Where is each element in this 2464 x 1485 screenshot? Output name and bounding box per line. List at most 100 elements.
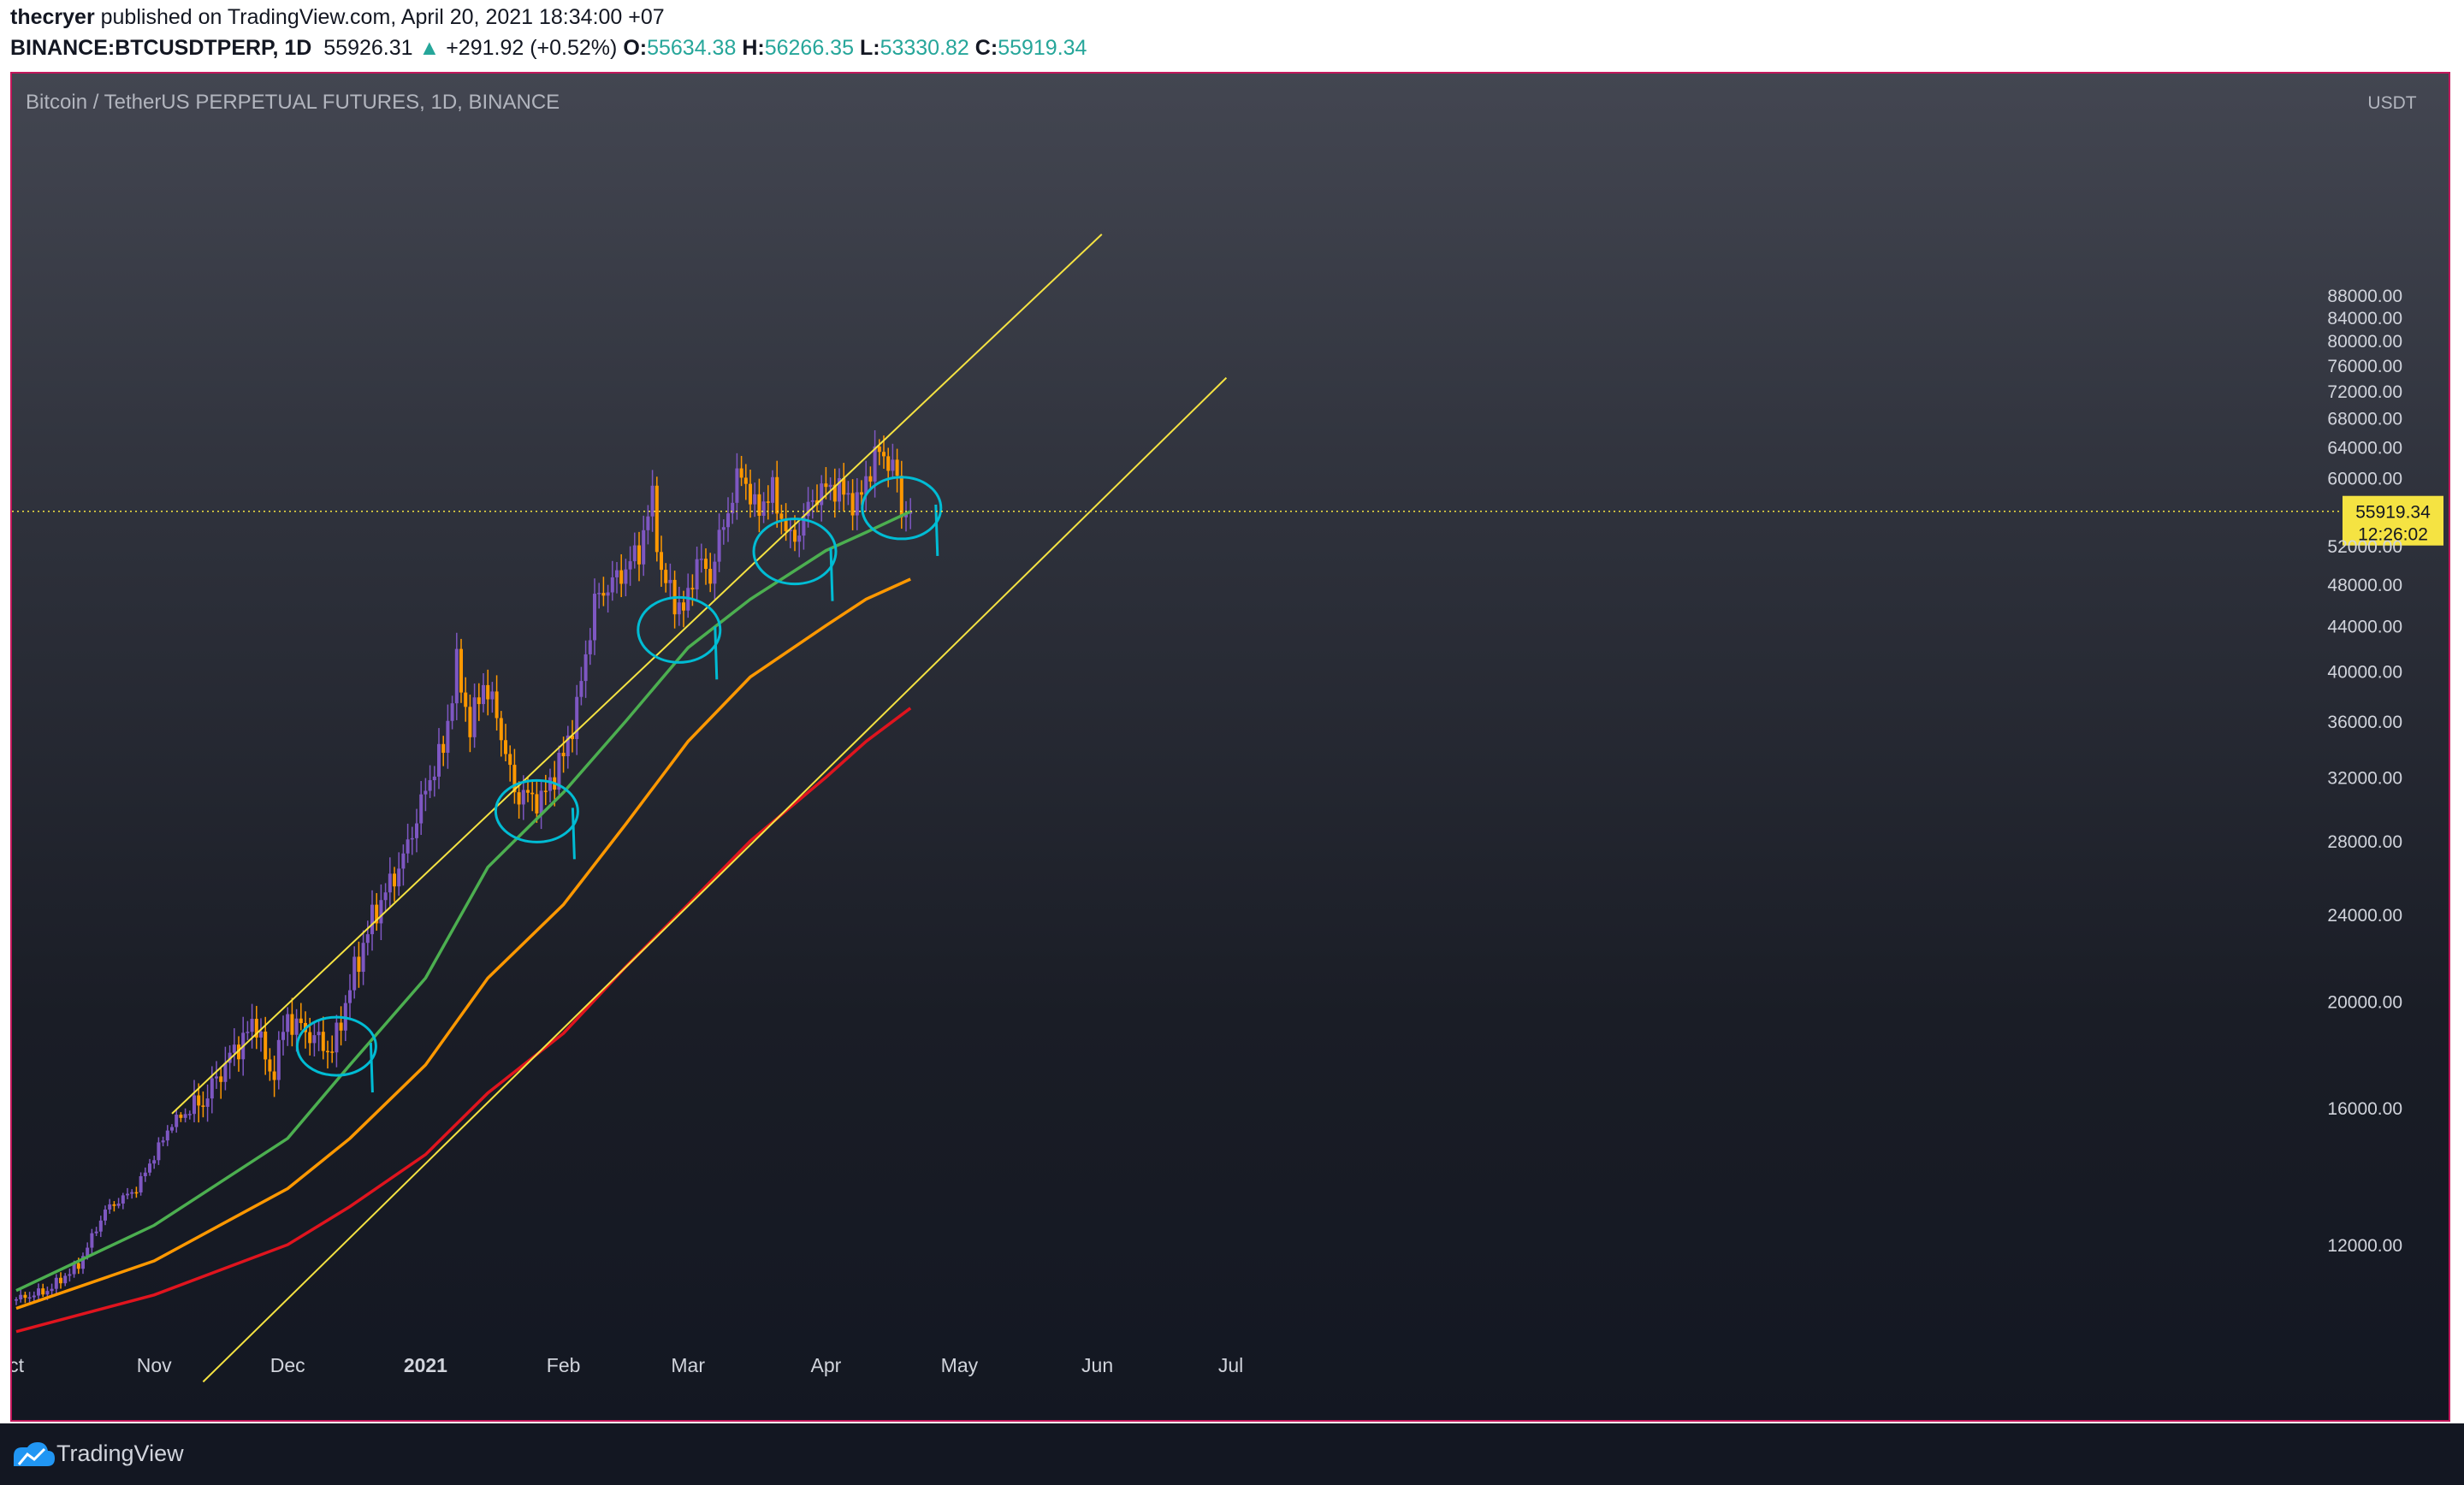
currency-label: USDT — [2367, 93, 2416, 113]
moving-averages-layer — [15, 510, 912, 1334]
candle-body — [437, 743, 441, 777]
ticker-info: BINANCE:BTCUSDTPERP, 1D 55926.31 ▲ +291.… — [10, 36, 1087, 61]
annotation-circle — [494, 778, 579, 843]
x-tick-label: 2021 — [404, 1354, 447, 1376]
candle-body — [855, 492, 859, 516]
candle-body — [699, 559, 703, 560]
candle-body — [317, 1032, 321, 1036]
candle-body — [170, 1127, 174, 1131]
candle-body — [276, 1039, 281, 1080]
candle-body — [272, 1071, 276, 1080]
candle-body — [223, 1062, 228, 1082]
y-tick-label: 88000.00 — [2327, 287, 2402, 306]
y-tick-label: 16000.00 — [2327, 1099, 2402, 1119]
candle-body — [557, 753, 561, 790]
candle-body — [134, 1192, 139, 1194]
x-axis[interactable]: ct Nov Dec 2021 Feb Mar Apr May Jun Jul — [12, 1354, 1243, 1376]
candle-body — [713, 561, 717, 584]
candle-body — [695, 559, 699, 590]
candle-body — [731, 502, 735, 514]
candle-body — [610, 577, 614, 593]
candle-body — [891, 459, 895, 471]
annotation-tail — [714, 626, 719, 680]
annotation-circle — [861, 476, 943, 541]
publisher-name[interactable]: thecryer — [10, 5, 95, 29]
annotation-tail — [829, 547, 834, 601]
candle-body — [121, 1195, 125, 1204]
change-up-icon: ▲ — [418, 36, 441, 60]
candle-body — [530, 792, 535, 795]
low-value: 53330.82 — [880, 36, 969, 60]
candle-body — [873, 446, 877, 482]
candle-body — [157, 1142, 161, 1161]
y-tick-label: 24000.00 — [2327, 906, 2402, 926]
annotation-circle — [637, 595, 722, 664]
candle-body — [477, 697, 481, 705]
candle-body — [68, 1274, 72, 1276]
candle-body — [486, 684, 490, 700]
candle-body — [593, 594, 596, 641]
candle-body — [793, 530, 797, 542]
y-tick-label: 20000.00 — [2327, 993, 2402, 1013]
candle-body — [237, 1044, 240, 1060]
candle-body — [290, 1014, 294, 1035]
symbol-label: BINANCE:BTCUSDTPERP, 1D — [10, 36, 312, 60]
candle-body — [32, 1295, 36, 1298]
y-tick-label: 36000.00 — [2327, 713, 2402, 732]
candle-body — [41, 1288, 45, 1295]
candle-body — [886, 456, 891, 471]
y-tick-label: 64000.00 — [2327, 439, 2402, 459]
candle-body — [739, 468, 743, 478]
y-tick-label: 84000.00 — [2327, 309, 2402, 328]
candle-body — [19, 1294, 23, 1300]
candle-body — [352, 956, 357, 991]
candle-body — [383, 892, 388, 901]
candle-body — [393, 873, 396, 887]
candle-body — [548, 777, 552, 791]
candle-body — [583, 654, 588, 682]
y-axis[interactable]: USDT 88000.00 84000.00 80000.00 76000.00 720… — [2327, 93, 2416, 1420]
candle-body — [210, 1078, 214, 1099]
candle-body — [424, 790, 428, 795]
x-tick-label: Dec — [270, 1354, 305, 1376]
last-price-badge — [2343, 495, 2443, 546]
candle-body — [357, 956, 361, 973]
candle-body — [428, 780, 432, 791]
candle-body — [753, 494, 757, 505]
candle-body — [143, 1172, 147, 1177]
candle-body — [642, 530, 646, 565]
annotation-circle — [752, 518, 838, 586]
price-change: +291.92 (+0.52%) — [446, 36, 618, 60]
candle-body — [361, 943, 365, 973]
candle-body — [561, 753, 566, 757]
candle-body — [806, 501, 810, 517]
candle-body — [415, 823, 418, 838]
annotation-tail — [369, 1043, 374, 1093]
last-price-label: 55919.34 — [2355, 503, 2431, 523]
countdown-label: 12:26:02 — [2358, 525, 2428, 545]
candle-body — [708, 568, 713, 584]
candle-body — [205, 1098, 210, 1107]
candle-body — [446, 720, 450, 754]
candle-body — [654, 485, 659, 553]
chart-frame[interactable]: Bitcoin / TetherUS PERPETUAL FUTURES, 1D… — [10, 72, 2450, 1422]
candle-body — [788, 530, 792, 532]
candle-body — [254, 1019, 258, 1038]
candle-body — [45, 1291, 50, 1295]
candle-body — [628, 561, 632, 570]
candle-body — [838, 478, 841, 502]
candle-body — [112, 1204, 116, 1206]
candle-body — [508, 754, 512, 766]
candle-body — [868, 476, 873, 482]
close-label: C: — [974, 36, 998, 60]
footer-brand[interactable]: TradingView — [56, 1441, 184, 1466]
candle-body — [468, 707, 472, 737]
close-value: 55919.34 — [998, 36, 1087, 60]
candle-body — [294, 1018, 299, 1035]
candle-body — [472, 697, 477, 737]
candle-body — [326, 1050, 329, 1053]
candle-body — [743, 477, 748, 484]
y-tick-label: 68000.00 — [2327, 410, 2402, 429]
tradingview-logo-icon[interactable] — [10, 1439, 58, 1470]
